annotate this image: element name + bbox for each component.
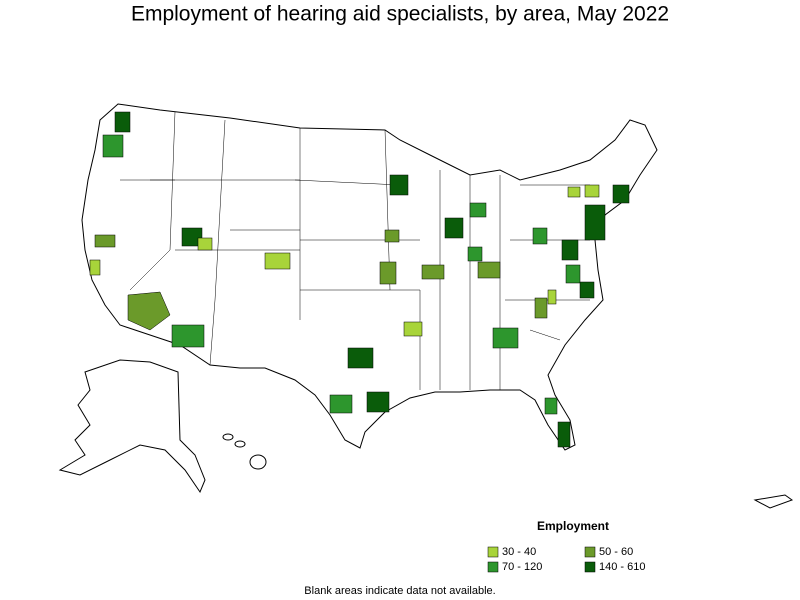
area [584,204,606,241]
area [477,261,501,279]
legend-label: 70 - 120 [502,561,542,573]
legend-title: Employment [537,519,609,533]
area [102,134,124,158]
area [264,252,291,270]
area [561,239,579,261]
contiguous-us [81,103,658,451]
area [329,394,353,414]
area [534,297,548,319]
puerto-rico [753,494,794,509]
map-title: Employment of hearing aid specialists, b… [131,3,669,26]
area [421,264,445,280]
legend-swatch [584,561,596,573]
area [403,321,423,337]
area [492,327,519,349]
area [347,347,374,369]
legend-label: 50 - 60 [599,546,633,558]
area [181,227,203,247]
area [469,202,487,218]
area [366,391,390,413]
area [579,281,595,299]
footnote: Blank areas indicate data not available. [304,585,495,597]
area [547,289,557,305]
area [171,324,205,348]
area [444,217,464,239]
area [532,227,548,245]
legend-label: 30 - 40 [502,546,536,558]
legend: 30 - 40 50 - 60 70 - 120 140 - 610 [487,546,645,573]
area [612,184,630,204]
legend-label: 140 - 610 [599,561,645,573]
area [557,421,571,448]
area [389,174,409,196]
state-borders [120,111,590,390]
area [544,397,558,415]
area [567,186,581,198]
area [197,237,213,251]
legend-swatch [487,561,499,573]
legend-swatch [487,546,499,558]
area [467,246,483,262]
area [127,291,171,331]
area [565,264,581,284]
area [384,229,400,243]
area [89,259,101,276]
area [114,111,131,133]
area [379,261,397,285]
area-shading [89,111,630,448]
legend-swatch [584,546,596,558]
alaska [58,359,206,494]
area [94,234,116,248]
hawaii [222,433,267,470]
area [584,184,600,198]
